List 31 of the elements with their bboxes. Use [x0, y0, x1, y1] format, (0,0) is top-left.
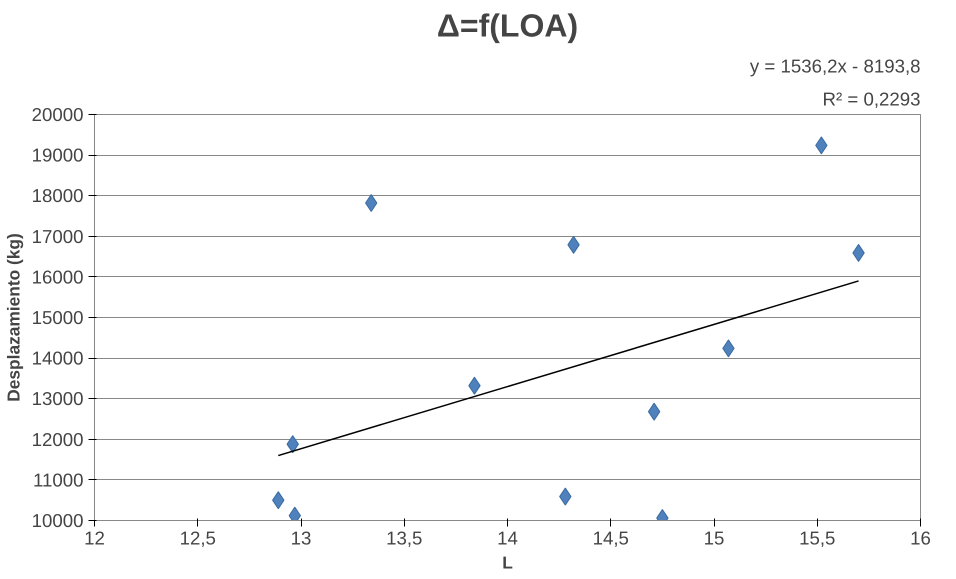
x-axis-title: L	[502, 552, 514, 572]
y-tick-label: 17000	[32, 226, 84, 247]
x-tick-label: 13	[290, 528, 312, 548]
y-tick-label: 15000	[32, 307, 84, 328]
x-tick-label: 15,5	[799, 528, 836, 548]
x-tick-label: 12	[84, 528, 105, 548]
y-tick-label: 12000	[32, 428, 84, 450]
x-tick-label: 13,5	[386, 528, 422, 548]
point	[468, 376, 481, 395]
chart-title: Δ=f(LOA)	[436, 8, 578, 44]
point	[852, 244, 865, 262]
y-tick-label: 20000	[32, 104, 84, 125]
point	[815, 136, 828, 154]
text: R² = 0,2293	[822, 88, 921, 110]
y-tick-label: 11000	[33, 469, 84, 490]
x-tick-label: 14	[497, 528, 518, 548]
y-tick-label: 14000	[32, 348, 84, 369]
x-tick-label: 15	[704, 528, 724, 548]
y-tick-label: 13000	[32, 388, 84, 410]
point	[648, 402, 660, 421]
y-tick-label: 10000	[32, 510, 84, 531]
y-tick-label: 16000	[32, 266, 84, 288]
x-tick-label: 16	[910, 528, 931, 548]
x-tick-label: 12,5	[180, 528, 216, 548]
y-tick-label: 19000	[32, 144, 84, 166]
y-tick-label: 18000	[32, 185, 84, 206]
point	[567, 236, 580, 254]
y-axis-title: Desplazamiento (kg)	[4, 233, 24, 402]
text: y = 1536,2x - 8193,8	[750, 56, 921, 76]
point	[722, 339, 735, 358]
x-tick-label: 14,5	[592, 528, 629, 548]
